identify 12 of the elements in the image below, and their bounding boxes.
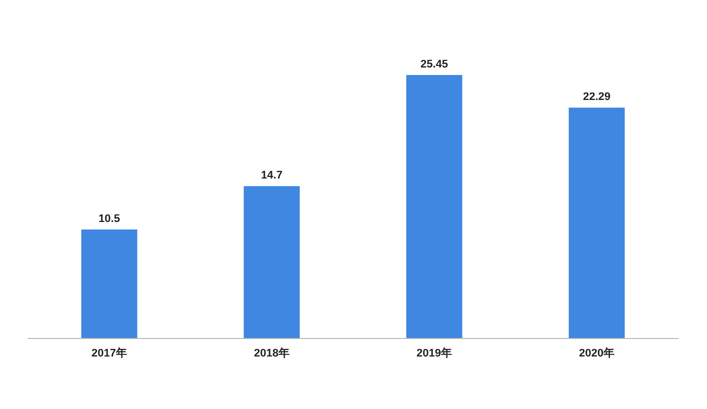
data-label: 14.7 [261, 170, 282, 182]
data-label: 10.5 [98, 213, 120, 225]
x-tick-label: 2018年 [254, 346, 290, 360]
bar [406, 75, 462, 338]
bar [81, 230, 138, 338]
x-tick-label: 2017年 [92, 346, 127, 360]
bar [244, 186, 300, 338]
data-label: 25.45 [420, 58, 448, 71]
x-tick-label: 2019年 [416, 346, 452, 360]
x-tick-label: 2020年 [579, 346, 614, 360]
data-label: 22.29 [582, 91, 611, 104]
bar [568, 108, 625, 338]
